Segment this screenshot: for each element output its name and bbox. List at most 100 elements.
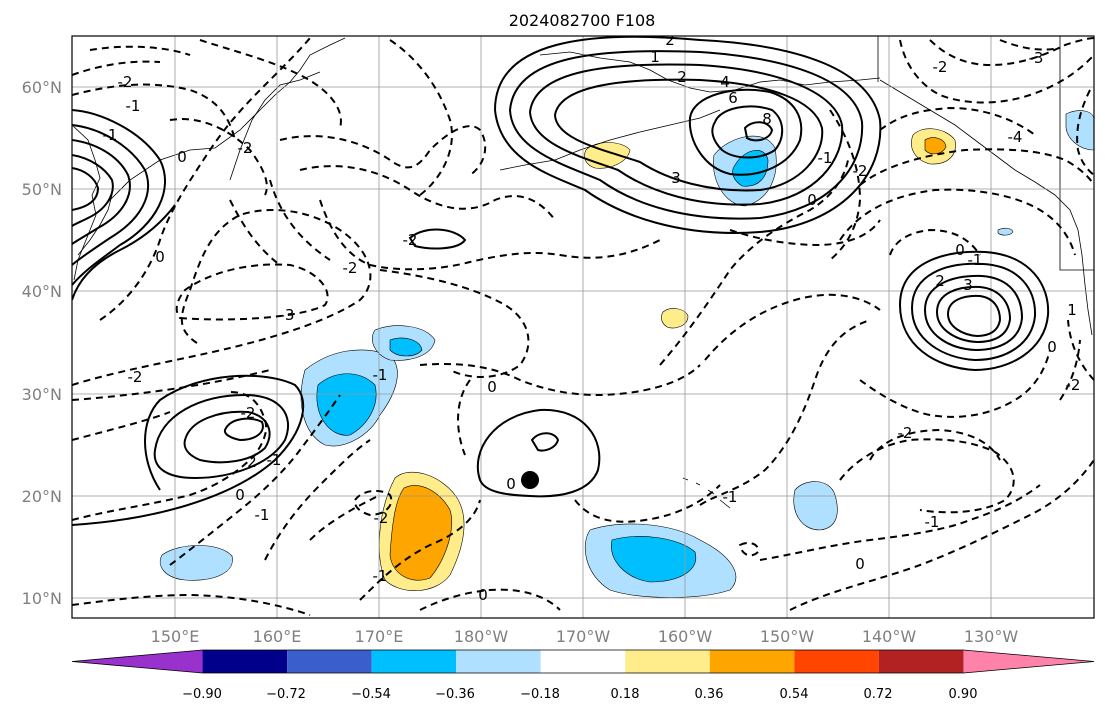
contour-line <box>419 362 701 397</box>
contour-line <box>353 489 393 517</box>
contour-line <box>72 154 114 227</box>
lon-label: 140°W <box>862 627 917 646</box>
colorbar-swatch <box>202 650 288 673</box>
contour-line <box>829 109 862 261</box>
shaded-region-light-yellow <box>661 308 689 329</box>
contour-label: 6 <box>728 89 738 107</box>
contour-line <box>929 37 1094 67</box>
colorbar-swatch <box>456 650 541 673</box>
contour-label: 0 <box>506 475 516 493</box>
contour-label: -2 <box>128 368 143 386</box>
contour-label: 4 <box>720 73 730 91</box>
lat-label: 10°N <box>22 589 62 608</box>
contour-line <box>279 125 487 176</box>
contour-label: 0 <box>235 486 245 504</box>
contour-line <box>574 484 721 523</box>
contour-label: -1 <box>126 97 141 115</box>
lat-label: 20°N <box>22 487 62 506</box>
lon-label: 130°W <box>964 627 1019 646</box>
contour-line <box>72 124 150 266</box>
contour-line <box>553 78 824 192</box>
shaded-region-light-blue <box>997 227 1014 236</box>
coastline-japan <box>77 194 113 256</box>
contour-line <box>1059 339 1081 401</box>
contour-label: 2 <box>677 68 687 86</box>
shaded-region-orange <box>389 485 452 581</box>
lon-label: 180°W <box>454 627 509 646</box>
contour-label: -2 <box>933 58 948 76</box>
contour-label: 0 <box>955 241 965 259</box>
contour-line <box>859 148 1094 186</box>
contour-label: 0 <box>155 248 165 266</box>
contour-line <box>688 88 803 176</box>
negative-contours <box>72 37 1094 616</box>
contour-label: -1 <box>723 488 738 506</box>
contour-label: -4 <box>1008 128 1023 146</box>
colorbar-tick-label: −0.54 <box>351 687 391 702</box>
shaded-region-light-blue <box>1065 110 1094 151</box>
storm-position-dot <box>521 471 539 489</box>
contour-line <box>89 45 191 56</box>
lon-label: 160°E <box>253 627 302 646</box>
contour-line <box>1076 89 1094 176</box>
contour-line <box>879 106 1036 136</box>
contour-label: -2 <box>853 162 868 180</box>
contour-label: -2 <box>374 509 389 527</box>
shaded-region-light-blue <box>159 545 233 581</box>
contour-line <box>389 39 453 196</box>
contour-line <box>839 188 1076 256</box>
contour-label: 2 <box>247 453 257 471</box>
contour-label: -2 <box>898 424 913 442</box>
coastline-kamchatka <box>229 71 321 181</box>
contour-line <box>935 285 1012 344</box>
colorbar-swatch <box>540 650 626 673</box>
contour-label: -1 <box>818 149 833 167</box>
lon-label: 160°W <box>658 627 713 646</box>
contour-line <box>72 204 176 301</box>
shaded-region-orange <box>924 137 947 155</box>
contour-line <box>859 349 1051 418</box>
contour-line <box>738 542 760 557</box>
shaded-region-light-blue <box>793 481 838 531</box>
contour-line <box>1067 319 1094 381</box>
contour-line <box>299 165 556 221</box>
lat-label: 50°N <box>22 180 62 199</box>
colorbar-tick-labels: −0.90 −0.72 −0.54 −0.36 −0.18 0.18 0.36 … <box>182 687 977 702</box>
coastline-border <box>877 36 1094 271</box>
contour-line <box>699 319 871 506</box>
figure-title: 2024082700 F108 <box>509 11 656 30</box>
latitude-labels: 60°N 50°N 40°N 30°N 20°N 10°N <box>22 78 62 608</box>
contour-line <box>169 394 341 566</box>
contour-line <box>99 37 311 321</box>
contour-line <box>319 199 661 271</box>
contour-line <box>789 459 1094 611</box>
lat-label: 30°N <box>22 385 62 404</box>
contour-line <box>72 209 372 386</box>
shaded-anomalies <box>159 110 1094 598</box>
contour-line <box>530 432 560 452</box>
contour-line <box>72 83 236 141</box>
map-frame <box>71 35 1095 619</box>
contour-line <box>72 374 305 526</box>
contour-label: 0 <box>177 148 187 166</box>
colorbar-swatch <box>963 650 1094 673</box>
colorbar-swatch <box>72 650 203 673</box>
contour-line <box>309 494 381 541</box>
contour-label: 3 <box>963 276 973 294</box>
colorbar-swatch <box>878 650 964 673</box>
contour-line <box>923 274 1024 352</box>
contour-line <box>759 484 1041 561</box>
contour-line <box>72 109 166 286</box>
contour-line <box>72 167 100 211</box>
contour-label: -2 <box>403 231 418 249</box>
contour-line <box>743 121 774 142</box>
contour-line <box>493 36 882 234</box>
contour-line <box>408 228 467 250</box>
contour-line <box>476 408 601 498</box>
contour-label: 0 <box>807 191 817 209</box>
contour-line <box>359 499 481 601</box>
contour-line <box>659 159 849 366</box>
lat-label: 60°N <box>22 78 62 97</box>
colorbar-swatch <box>287 650 372 673</box>
shaded-region-blue <box>732 150 769 187</box>
